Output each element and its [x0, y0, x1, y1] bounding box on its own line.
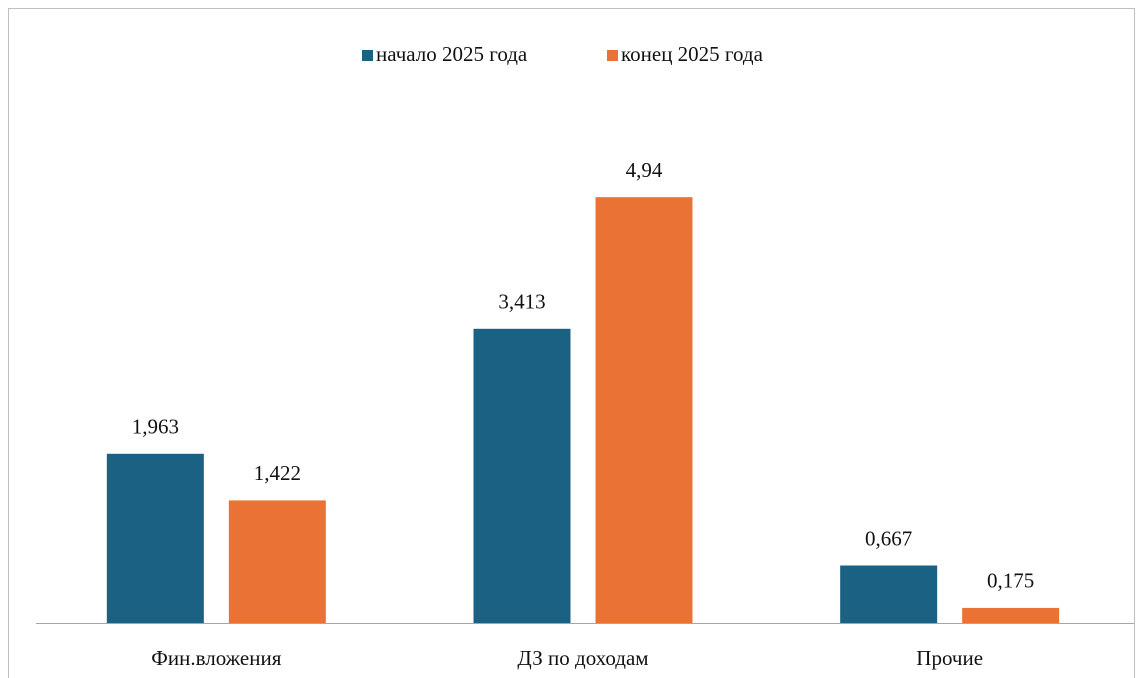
- bar: [840, 565, 938, 623]
- data-label: 1,422: [254, 461, 301, 485]
- x-tick-label: ДЗ по доходам: [517, 646, 648, 670]
- data-label: 1,963: [132, 415, 179, 439]
- x-tick-label: Прочие: [916, 646, 983, 670]
- legend-swatch: [607, 50, 618, 61]
- data-label: 4,94: [626, 158, 663, 182]
- data-label: 0,175: [987, 569, 1034, 593]
- x-tick-label: Фин.вложения: [151, 646, 281, 670]
- legend-label: начало 2025 года: [376, 42, 528, 66]
- data-label: 3,413: [498, 290, 545, 314]
- bar: [228, 500, 326, 623]
- bar: [962, 607, 1060, 623]
- bar: [106, 453, 204, 623]
- legend-swatch: [362, 50, 373, 61]
- legend-label: конец 2025 года: [621, 42, 764, 66]
- chart-frame: [8, 8, 1135, 678]
- data-label: 0,667: [865, 526, 912, 550]
- bar: [595, 197, 693, 623]
- bar: [473, 328, 571, 623]
